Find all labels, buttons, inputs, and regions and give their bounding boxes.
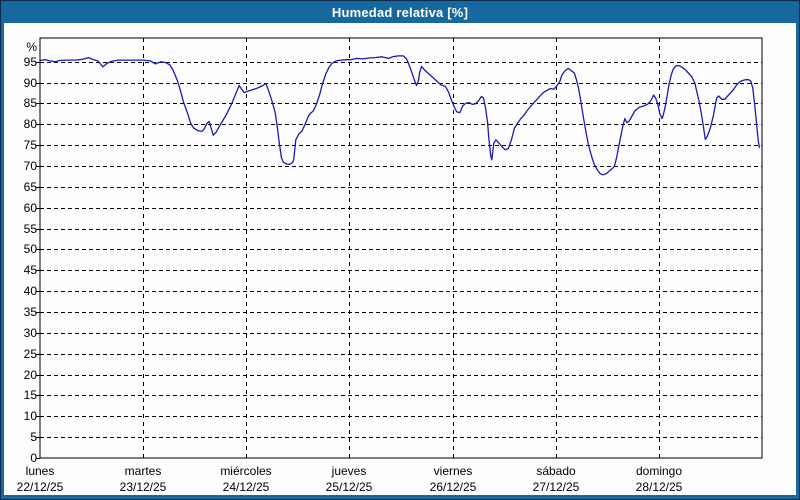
x-axis-day-name: viernes: [433, 464, 473, 478]
page-title: Humedad relativa [%]: [331, 4, 469, 20]
y-tick-label: 95: [23, 55, 37, 69]
y-tick-label: 30: [23, 326, 37, 340]
x-axis-day-name: miércoles: [220, 464, 272, 478]
chart-frame: 0 5 10 15 20 25 30 35 40 45 50 55 60 65 70 75 80 85 90 95% l…: [1, 23, 799, 499]
y-tick-label: 55: [23, 222, 37, 236]
y-tick-label: 90: [23, 76, 37, 90]
y-tick-label: 25: [23, 347, 37, 361]
x-axis-date: 28/12/25: [635, 480, 683, 494]
x-axis-day-name: martes: [124, 464, 162, 478]
x-axis-date: 26/12/25: [429, 480, 477, 494]
x-axis-date: 23/12/25: [119, 480, 167, 494]
plot-area: [39, 37, 763, 459]
chart-title-bar: Humedad relativa [%]: [1, 1, 799, 23]
y-tick-label: 65: [23, 180, 37, 194]
y-tick-label: 45: [23, 263, 37, 277]
y-tick-label: 15: [23, 388, 37, 402]
chart-container: 0 5 10 15 20 25 30 35 40 45 50 55 60 65 70 75 80 85 90 95% l…: [4, 23, 796, 495]
x-axis-day-name: lunes: [25, 464, 55, 478]
y-tick-label: 40: [23, 284, 37, 298]
y-tick-label: 60: [23, 201, 37, 215]
x-axis-day-name: sábado: [536, 464, 576, 478]
humidity-line: [39, 55, 761, 176]
x-axis-date: 27/12/25: [532, 480, 580, 494]
x-axis-date: 22/12/25: [16, 480, 64, 494]
y-axis-unit-label: %: [26, 40, 37, 54]
y-tick-label: 50: [23, 242, 37, 256]
y-tick-label: 70: [23, 159, 37, 173]
y-tick-label: 0: [30, 451, 37, 465]
y-tick-label: 80: [23, 117, 37, 131]
y-tick-label: 85: [23, 96, 37, 110]
x-axis-date: 24/12/25: [222, 480, 270, 494]
x-axis-date: 25/12/25: [325, 480, 373, 494]
y-tick-label: 5: [30, 430, 37, 444]
humidity-chart: [36, 37, 763, 459]
y-tick-label: 20: [23, 368, 37, 382]
y-tick-label: 75: [23, 138, 37, 152]
y-tick-label: 10: [23, 409, 37, 423]
y-tick-label: 35: [23, 305, 37, 319]
x-axis-day-name: jueves: [331, 464, 367, 478]
x-axis-day-name: domingo: [635, 464, 683, 478]
